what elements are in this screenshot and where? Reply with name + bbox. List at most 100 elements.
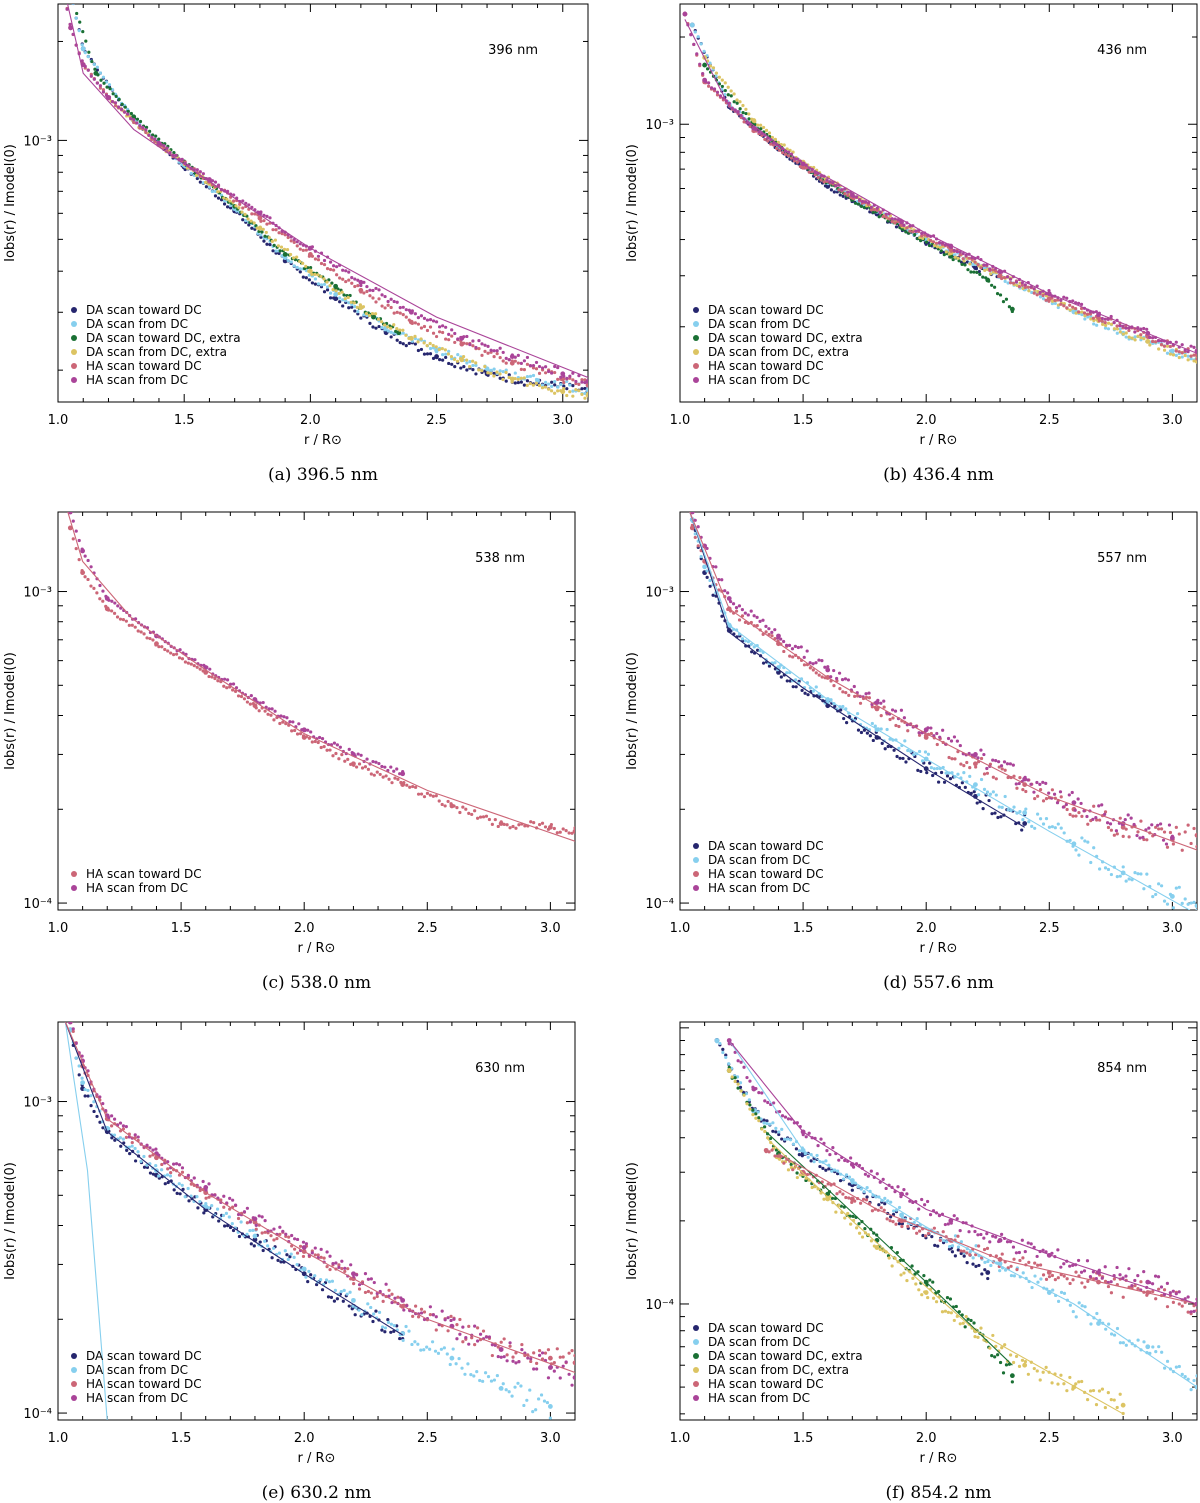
scatter-dot <box>1062 1382 1066 1386</box>
scatter-dot <box>564 829 568 833</box>
scatter-dot <box>540 383 545 387</box>
scatter-dot <box>926 752 931 756</box>
scatter-dot <box>319 261 324 266</box>
scatter-dot <box>295 240 299 244</box>
scatter-dot <box>1159 343 1164 347</box>
scatter-dot <box>715 93 720 97</box>
scatter-dot <box>747 117 751 121</box>
x-tick-label: 3.0 <box>552 413 573 428</box>
scatter-dot <box>80 568 84 573</box>
scatter-dot <box>952 1214 956 1218</box>
x-tick-label: 2.0 <box>916 921 937 936</box>
scatter-dot <box>431 343 435 348</box>
scatter-dot <box>340 753 344 757</box>
scatter-dot <box>1083 839 1087 843</box>
scatter-dot <box>313 1274 317 1278</box>
scatter-dot <box>101 599 105 603</box>
scatter-dot <box>847 1175 852 1179</box>
scatter-dot <box>1133 335 1137 339</box>
scatter-dot <box>872 1244 876 1248</box>
scatter-dot <box>788 654 792 658</box>
scatter-dot <box>207 185 212 189</box>
scatter-dot <box>1038 787 1043 792</box>
scatter-dot <box>537 364 542 369</box>
scatter-dot <box>357 1283 362 1287</box>
scatter-dot <box>489 348 493 352</box>
scatter-dot <box>404 1324 408 1329</box>
scatter-dot <box>1079 302 1084 307</box>
scatter-dot <box>511 1355 515 1359</box>
scatter-dot <box>996 1353 1000 1357</box>
scatter-dot <box>720 578 724 582</box>
scatter-dot <box>905 723 909 727</box>
scatter-dot <box>701 72 705 76</box>
scatter-dot <box>113 104 118 108</box>
scatter-dot <box>965 1261 969 1265</box>
scatter-dot <box>1038 1378 1042 1382</box>
scatter-dot <box>371 325 375 329</box>
scatter-dot <box>997 1239 1001 1244</box>
scatter-dot <box>841 1177 846 1181</box>
scatter-dot <box>313 277 318 281</box>
scatter-dot <box>1079 801 1083 806</box>
scatter-dot <box>711 66 716 70</box>
scatter-dot <box>1089 1322 1093 1326</box>
scatter-dot <box>289 1252 293 1256</box>
scatter-dot <box>558 1355 562 1359</box>
scatter-dot <box>68 1022 72 1023</box>
scatter-dot <box>528 374 533 378</box>
scatter-dot <box>1041 1273 1046 1277</box>
scatter-dot <box>1003 279 1007 284</box>
scatter-dot <box>495 349 499 353</box>
scatter-dot <box>938 735 942 739</box>
scatter-dot <box>837 671 842 675</box>
scatter-dot <box>411 1314 415 1318</box>
scatter-dot <box>912 752 916 757</box>
scatter-dot <box>89 1094 93 1098</box>
scatter-dot <box>979 1326 983 1330</box>
scatter-dot <box>771 1129 775 1133</box>
scatter-dot <box>577 389 581 393</box>
scatter-dot <box>504 1388 508 1392</box>
scatter-dot <box>123 110 127 114</box>
scatter-dot <box>513 359 517 363</box>
scatter-dot <box>1008 281 1013 285</box>
scatter-dot <box>1044 797 1049 801</box>
scatter-dot <box>450 334 454 338</box>
x-axis-label: r / R⊙ <box>920 433 958 448</box>
scatter-dot <box>130 1140 134 1145</box>
legend-marker <box>693 871 699 877</box>
scatter-dot <box>749 609 753 613</box>
scatter-dot <box>1157 1345 1161 1349</box>
scatter-dot <box>237 206 241 210</box>
scatter-dot <box>363 765 368 769</box>
scatter-dot <box>1030 290 1034 295</box>
scatter-dot <box>374 286 378 291</box>
scatter-dot <box>1062 831 1066 835</box>
scatter-dot <box>759 123 763 127</box>
scatter-dot <box>359 283 363 288</box>
scatter-dot <box>471 368 475 372</box>
scatter-dot <box>349 300 353 304</box>
scatter-dot <box>573 1375 575 1379</box>
scatter-dot <box>815 1153 819 1158</box>
scatter-dot <box>1162 830 1167 834</box>
scatter-dot <box>160 1168 164 1172</box>
scatter-dot <box>708 61 712 65</box>
scatter-dot <box>570 831 574 835</box>
scatter-dot <box>800 1154 804 1158</box>
scatter-dot <box>852 197 856 201</box>
scatter-dot <box>1020 283 1024 287</box>
scatter-dot <box>863 200 868 204</box>
scatter-dot <box>230 1221 234 1226</box>
wavelength-label: 854 nm <box>1097 1061 1147 1076</box>
scatter-dot <box>77 1073 81 1077</box>
scatter-dot <box>1062 1291 1067 1295</box>
scatter-dot <box>251 1228 255 1232</box>
scatter-dot <box>501 1382 505 1386</box>
scatter-dot <box>769 142 773 146</box>
scatter-dot <box>241 206 245 210</box>
scatter-dot <box>549 822 553 827</box>
plot-area <box>65 4 588 400</box>
scatter-dot <box>819 1137 823 1141</box>
